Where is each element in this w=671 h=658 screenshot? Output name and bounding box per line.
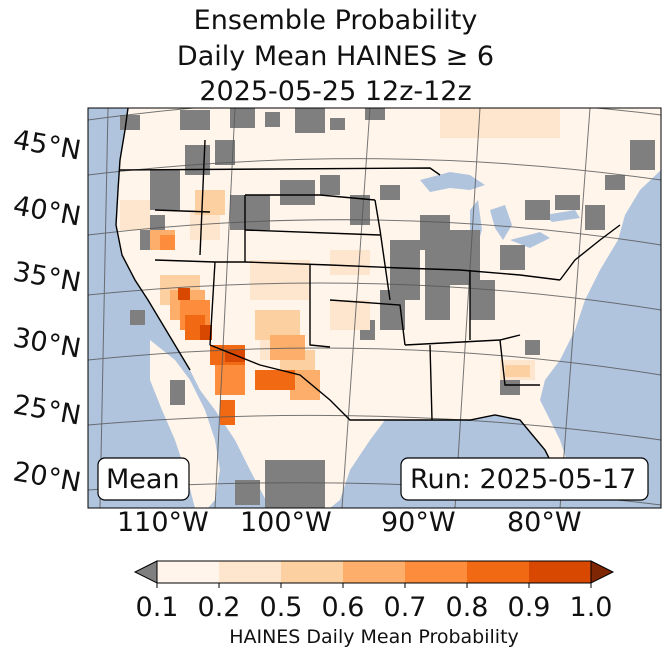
colorbar-tick-label: 0.5 (260, 592, 303, 623)
run-label: Run: 2025-05-17 (410, 464, 636, 495)
colorbar-segment (343, 561, 405, 583)
lon-label-80: 80°W (507, 507, 582, 538)
colorbar-under-arrow (133, 560, 158, 584)
latitude-labels: 45°N 40°N 35°N 30°N 25°N 20°N (11, 124, 83, 498)
probability-cells-0-2 (120, 108, 560, 380)
longitude-labels: 110°W 100°W 90°W 80°W (117, 507, 582, 538)
lat-label-45: 45°N (11, 124, 83, 166)
lat-label-35: 35°N (11, 256, 83, 298)
colorbar-tick-label: 0.8 (446, 592, 489, 623)
colorbar-segment (219, 561, 281, 583)
colorbar-tick-label: 1.0 (570, 592, 613, 623)
colorbar-segment (157, 561, 219, 583)
colorbar-segment (281, 561, 343, 583)
colorbar-tick-label: 0.1 (136, 592, 179, 623)
lon-label-90: 90°W (381, 507, 456, 538)
below-threshold-cells (120, 108, 655, 508)
map-frame (87, 107, 662, 509)
colorbar-segment (467, 561, 529, 583)
colorbar-tick-label: 0.9 (508, 592, 551, 623)
lon-label-100: 100°W (240, 507, 332, 538)
title-line-2: Daily Mean HAINES ≥ 6 (176, 41, 495, 72)
title-line-1: Ensemble Probability (193, 5, 478, 36)
lat-label-40: 40°N (11, 190, 83, 232)
stat-label: Mean (106, 464, 180, 495)
run-label-box: Run: 2025-05-17 (400, 457, 649, 501)
great-lakes (420, 172, 580, 250)
map-area (88, 108, 661, 508)
title-line-3: 2025-05-25 12z-12z (199, 76, 472, 107)
colorbar-segment (529, 561, 591, 583)
lat-label-20: 20°N (11, 456, 83, 498)
colorbar-tick-label: 0.2 (198, 592, 241, 623)
colorbar: 0.1 0.2 0.5 0.6 0.7 0.8 0.9 1.0 HAINES D… (133, 560, 615, 648)
colorbar-title: HAINES Daily Mean Probability (229, 626, 519, 648)
lat-label-25: 25°N (11, 389, 83, 431)
lon-label-110: 110°W (117, 507, 209, 538)
colorbar-tick-label: 0.7 (384, 592, 427, 623)
stat-label-box: Mean (97, 457, 190, 501)
colorbar-segment (405, 561, 467, 583)
lat-label-30: 30°N (11, 322, 83, 364)
colorbar-over-arrow (590, 560, 615, 584)
graticule (88, 108, 661, 508)
mexico-land (150, 340, 220, 508)
colorbar-tick-label: 0.6 (322, 592, 365, 623)
